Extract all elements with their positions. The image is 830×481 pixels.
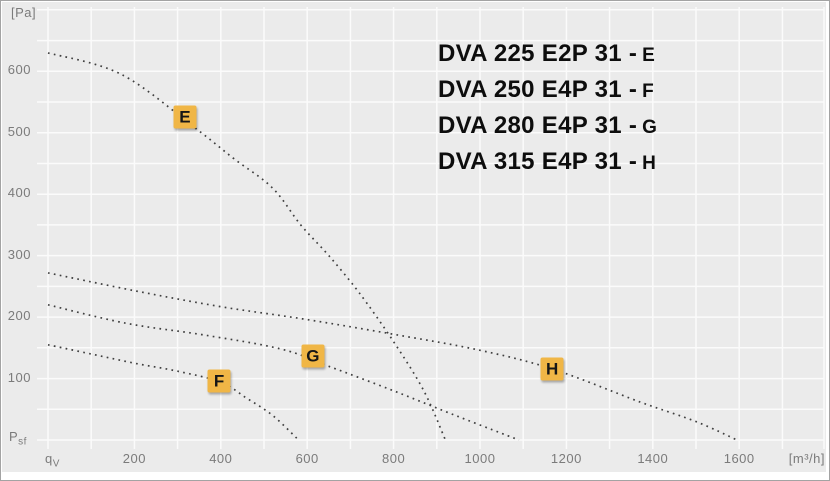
curve-marker-H: H <box>540 357 564 381</box>
legend-model-text: DVA 280 E4P 31 - <box>438 112 638 139</box>
curve-E <box>47 52 447 441</box>
curve-marker-G: G <box>301 344 325 368</box>
plot-background <box>2 2 826 472</box>
y-tick-300: 300 <box>7 246 31 262</box>
legend-model-text: DVA 225 E2P 31 - <box>438 40 638 67</box>
x-origin-sub: V <box>52 458 60 470</box>
curve-marker-F: F <box>207 369 231 393</box>
y-baseline-base: P <box>9 429 19 444</box>
y-tick-100: 100 <box>7 369 31 385</box>
x-tick-400: 400 <box>209 451 233 466</box>
legend-entry-H: DVA 315 E4P 31 -H <box>438 144 657 180</box>
y-axis-baseline-label: Psf <box>9 429 27 448</box>
legend-entry-F: DVA 250 E4P 31 -F <box>438 72 657 108</box>
x-axis-origin-label: qV <box>45 451 60 470</box>
y-tick-400: 400 <box>7 185 31 201</box>
legend-model-text: DVA 250 E4P 31 - <box>438 76 638 103</box>
legend-model-text: DVA 315 E4P 31 - <box>438 148 638 175</box>
x-origin-base: q <box>45 451 53 466</box>
y-tick-600: 600 <box>7 62 31 78</box>
legend-entry-G: DVA 280 E4P 31 -G <box>438 108 657 144</box>
x-axis-unit-label: [m³/h] <box>788 451 825 466</box>
grid-lines <box>37 7 825 449</box>
x-tick-600: 600 <box>295 451 319 466</box>
x-tick-1400: 1400 <box>637 451 669 466</box>
y-tick-200: 200 <box>7 308 31 324</box>
legend: DVA 225 E2P 31 - E DVA 250 E4P 31 - F DVA 28… <box>438 36 657 180</box>
y-tick-500: 500 <box>7 123 31 139</box>
y-baseline-sub: sf <box>18 436 27 448</box>
legend-curve-letter: G <box>642 117 658 138</box>
x-tick-1600: 1600 <box>723 451 755 466</box>
legend-curve-letter: E <box>642 45 656 66</box>
legend-curve-letter: H <box>642 153 657 174</box>
x-tick-200: 200 <box>122 451 146 466</box>
legend-entry-E: DVA 225 E2P 31 -E <box>438 36 657 72</box>
legend-curve-letter: F <box>642 81 655 102</box>
x-tick-1000: 1000 <box>464 451 496 466</box>
curve-H <box>47 272 738 441</box>
y-axis-unit-label: [Pa] <box>11 5 37 20</box>
curve-marker-E: E <box>173 105 197 129</box>
x-tick-800: 800 <box>381 451 406 466</box>
x-tick-1200: 1200 <box>550 451 582 466</box>
